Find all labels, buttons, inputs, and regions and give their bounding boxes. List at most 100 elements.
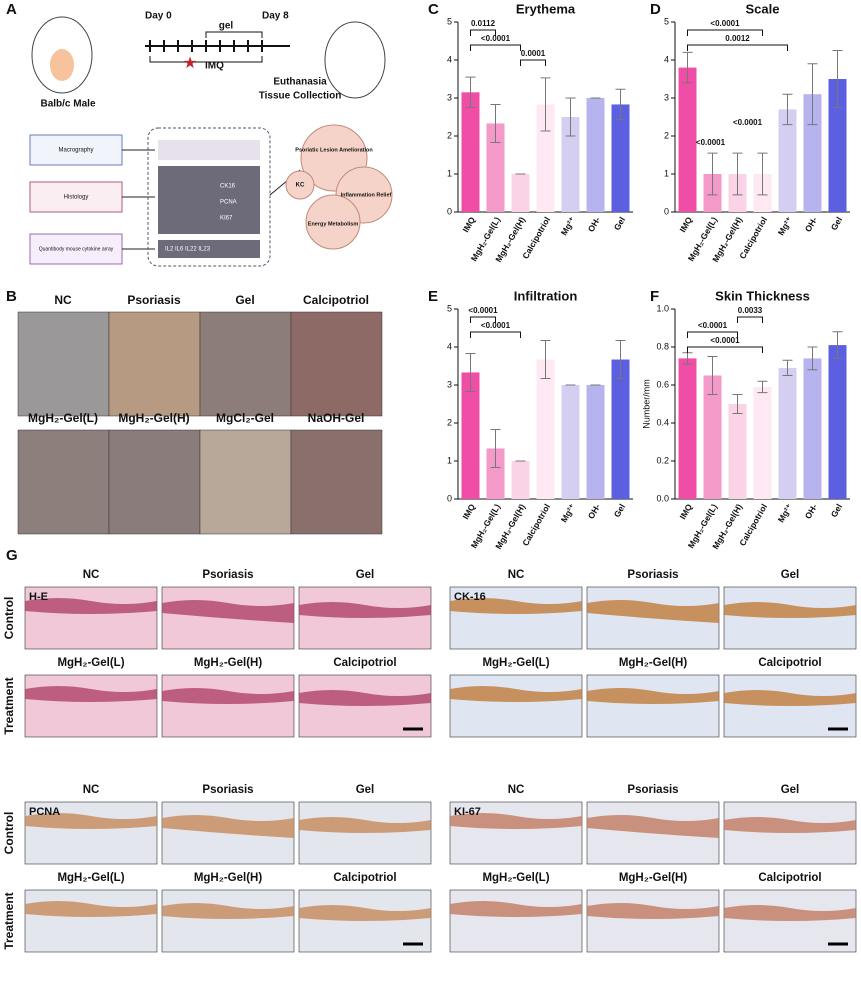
readout-box bbox=[158, 240, 260, 258]
gel-bracket bbox=[205, 31, 263, 38]
y-tick-label: 0.8 bbox=[656, 341, 669, 351]
bar bbox=[586, 98, 605, 212]
method-box bbox=[29, 134, 123, 166]
group-label: MgH₂-Gel(H) bbox=[619, 872, 688, 884]
skin-photo bbox=[290, 311, 383, 417]
epidermis bbox=[299, 905, 431, 921]
p-value: 0.0012 bbox=[725, 34, 750, 43]
bar bbox=[561, 117, 580, 212]
chart-title: Infiltration bbox=[514, 288, 578, 303]
histology-image bbox=[586, 674, 720, 738]
readout: PCNA bbox=[220, 200, 237, 206]
x-tick-label: OH- bbox=[803, 215, 820, 234]
epidermis bbox=[724, 690, 856, 706]
schematic: ★ Day 0 Day 8 gel IMQ Balb/c Male Euthan… bbox=[29, 11, 393, 267]
histology-image bbox=[161, 674, 295, 738]
epidermis bbox=[587, 688, 719, 704]
epidermis bbox=[299, 690, 431, 706]
group-label: Gel bbox=[781, 784, 800, 796]
epidermis bbox=[450, 901, 582, 917]
outcome bbox=[305, 194, 361, 250]
error-bar bbox=[615, 340, 626, 380]
error-bar bbox=[540, 340, 551, 380]
group-label: Gel bbox=[356, 784, 375, 796]
error-bar bbox=[465, 352, 476, 392]
y-tick-label: 4 bbox=[447, 341, 452, 351]
chart-title: Skin Thickness bbox=[715, 288, 810, 303]
y-tick-label: 2 bbox=[447, 130, 452, 140]
lesion bbox=[50, 49, 74, 81]
histology-image bbox=[449, 801, 583, 865]
p-value: <0.0001 bbox=[481, 34, 511, 43]
significance-bracket bbox=[687, 346, 763, 353]
group-label: NC bbox=[83, 569, 100, 581]
panel-label: C bbox=[428, 1, 439, 18]
day-label: Day 0 bbox=[145, 11, 172, 22]
bar bbox=[678, 67, 697, 212]
p-value: <0.0001 bbox=[710, 19, 740, 28]
readout: IL2 IL6 IL22 IL23 bbox=[165, 247, 211, 253]
readout: CK16 bbox=[220, 184, 236, 190]
stain-label: H-E bbox=[29, 591, 48, 603]
y-tick-label: 1.0 bbox=[656, 303, 669, 313]
row-label: Control bbox=[2, 812, 16, 855]
epidermis bbox=[587, 815, 719, 838]
x-tick-label: Gel bbox=[612, 502, 628, 519]
panel-label: B bbox=[6, 288, 17, 305]
histology-image bbox=[449, 586, 583, 650]
epidermis bbox=[587, 600, 719, 623]
group-label: MgH₂-Gel(L) bbox=[57, 872, 124, 884]
group-label: NC bbox=[83, 784, 100, 796]
y-tick-label: 4 bbox=[447, 54, 452, 64]
error-bar bbox=[832, 50, 843, 108]
group-label: MgH₂-Gel(L) bbox=[482, 872, 549, 884]
error-bar bbox=[832, 331, 843, 359]
bar bbox=[511, 174, 530, 212]
y-tick-label: 0 bbox=[447, 206, 452, 216]
bar bbox=[753, 386, 772, 499]
error-bar bbox=[682, 51, 693, 84]
group-label: Psoriasis bbox=[202, 569, 253, 581]
y-axis-label: Number/mm bbox=[641, 379, 651, 429]
group-label: Calcipotriol bbox=[333, 657, 396, 669]
photo-label: NC bbox=[54, 293, 72, 307]
timeline-ticks bbox=[149, 40, 263, 52]
group-label: NC bbox=[508, 569, 525, 581]
group-label: Psoriasis bbox=[627, 784, 678, 796]
x-tick-label: Gel bbox=[829, 502, 845, 519]
error-bar bbox=[490, 428, 501, 468]
stain-label: CK-16 bbox=[454, 591, 486, 603]
x-tick-label: OH- bbox=[803, 502, 820, 521]
error-bar bbox=[490, 103, 501, 143]
histology-image bbox=[449, 674, 583, 738]
error-bar bbox=[757, 380, 768, 394]
error-bar bbox=[732, 152, 743, 196]
epidermis bbox=[724, 905, 856, 921]
y-tick-label: 3 bbox=[447, 92, 452, 102]
y-tick-label: 0.2 bbox=[656, 455, 669, 465]
group-label: MgH₂-Gel(H) bbox=[194, 872, 263, 884]
method: Quantibody mouse cytokine array bbox=[39, 246, 114, 252]
y-tick-label: 0.6 bbox=[656, 379, 669, 389]
epidermis bbox=[299, 602, 431, 618]
epidermis bbox=[25, 686, 157, 702]
histology-image bbox=[161, 889, 295, 953]
row-label: Treatment bbox=[2, 677, 16, 734]
y-tick-label: 1 bbox=[664, 168, 669, 178]
histology-image bbox=[24, 801, 158, 865]
epidermis bbox=[162, 903, 294, 919]
bar bbox=[703, 375, 722, 499]
bar bbox=[486, 448, 505, 499]
epidermis bbox=[25, 901, 157, 917]
bar bbox=[828, 345, 847, 499]
bar bbox=[461, 92, 480, 212]
bar bbox=[728, 404, 747, 499]
x-tick-label: OH- bbox=[586, 215, 603, 234]
star: ★ bbox=[183, 55, 197, 72]
p-value: <0.0001 bbox=[696, 138, 726, 147]
outcome-label: Psoriatic Lesion Amelioration bbox=[295, 147, 373, 153]
significance-bracket bbox=[470, 44, 521, 51]
group-label: MgH₂-Gel(L) bbox=[57, 657, 124, 669]
epidermis bbox=[299, 817, 431, 833]
photo-label: Gel bbox=[235, 293, 254, 307]
